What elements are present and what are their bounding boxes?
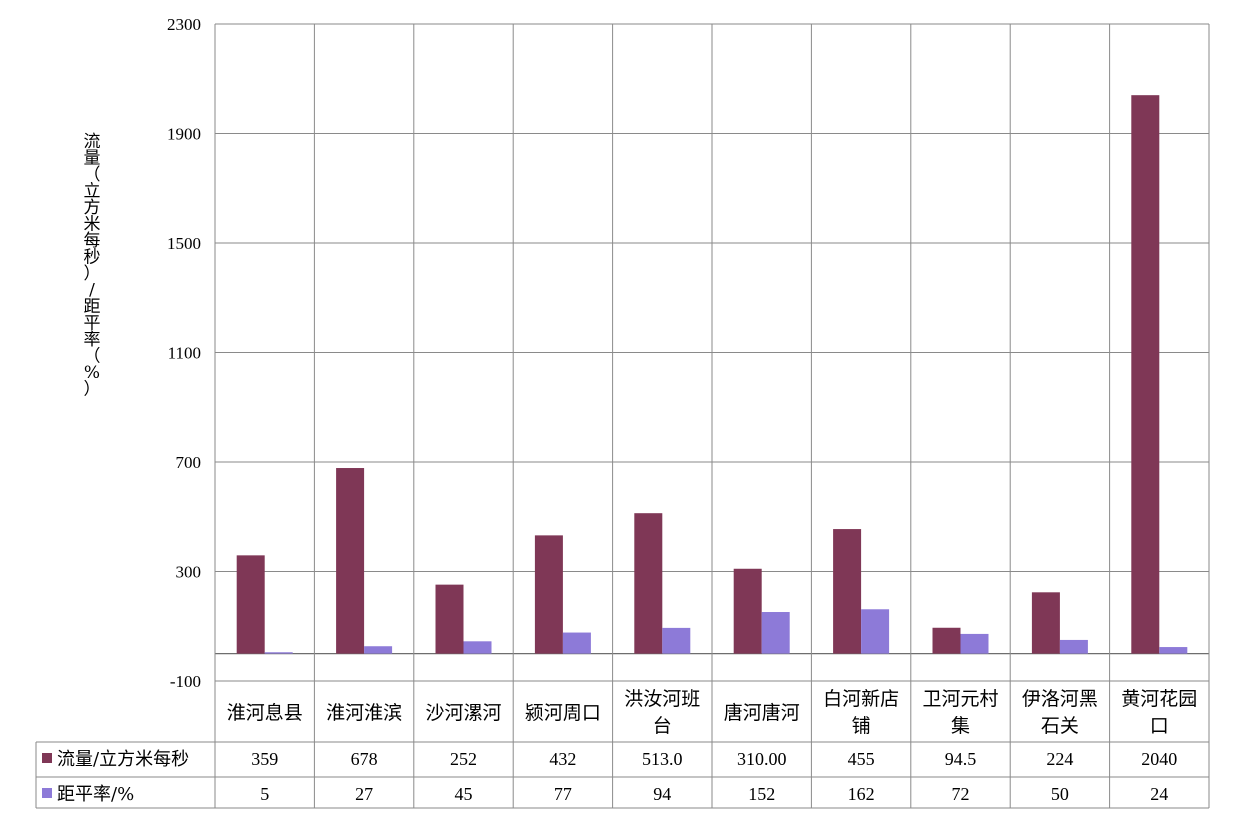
legend-key — [42, 753, 52, 763]
data-label: 27 — [355, 784, 373, 804]
data-label: 2040 — [1141, 749, 1177, 769]
data-label: 5 — [260, 784, 269, 804]
bar-anomaly — [1159, 647, 1188, 654]
y-tick-label: 1500 — [167, 234, 201, 253]
gridlines — [214, 23, 1210, 808]
y-axis-label-char: ） — [84, 264, 101, 284]
legend-label: 距平率/% — [57, 784, 134, 805]
legend-key — [42, 788, 52, 798]
y-tick-label: 1900 — [167, 125, 201, 144]
bar-anomaly — [463, 641, 492, 654]
y-axis-label-char: % — [84, 363, 100, 383]
y-axis-label-char: 率 — [84, 330, 101, 350]
y-axis-label-char: 秒 — [84, 248, 101, 268]
bar-anomaly — [364, 646, 393, 654]
data-label: 455 — [848, 749, 875, 769]
data-label: 310.00 — [737, 749, 787, 769]
y-axis-label-char: 距 — [84, 297, 101, 317]
category-label: 铺 — [852, 715, 871, 737]
bar-flow — [336, 468, 365, 654]
category-label: 洪汝河班 — [624, 688, 700, 710]
category-label: 黄河花园 — [1121, 688, 1197, 710]
data-label: 359 — [251, 749, 278, 769]
y-axis-label-char: 米 — [84, 215, 101, 235]
y-axis-label-char: 流 — [84, 132, 101, 152]
category-label: 沙河漯河 — [425, 702, 501, 724]
category-label: 石关 — [1041, 715, 1079, 737]
y-axis-label-char: 方 — [84, 198, 101, 218]
y-axis-label-char: （ — [84, 347, 101, 367]
data-label: 50 — [1051, 784, 1069, 804]
data-label: 77 — [554, 784, 572, 804]
data-label: 162 — [848, 784, 875, 804]
category-label: 台 — [653, 715, 672, 737]
y-axis-label: 流量（立方米每秒）/距平率（%） — [84, 132, 101, 400]
category-label: 唐河唐河 — [724, 702, 800, 724]
category-label: 颍河周口 — [525, 702, 601, 724]
category-label: 口 — [1150, 715, 1169, 737]
data-label: 513.0 — [642, 749, 683, 769]
y-tick-label: -100 — [170, 672, 201, 691]
bar-anomaly — [861, 609, 890, 654]
y-axis-label-char: ） — [84, 380, 101, 400]
y-axis-label-char: 立 — [84, 182, 101, 202]
data-label: 252 — [450, 749, 477, 769]
bar-anomaly — [1059, 639, 1088, 654]
data-label: 224 — [1046, 749, 1073, 769]
bar-anomaly — [264, 652, 293, 654]
bar-flow — [634, 513, 663, 654]
category-label: 白河新店 — [823, 688, 899, 710]
y-tick-label: 2300 — [167, 15, 201, 34]
data-label: 94.5 — [945, 749, 977, 769]
bar-flow — [534, 535, 563, 654]
y-tick-label: 300 — [176, 563, 202, 582]
data-label: 45 — [455, 784, 473, 804]
bar-flow — [1031, 592, 1060, 654]
category-label: 伊洛河黑 — [1022, 688, 1098, 710]
legend-label: 流量/立方米每秒 — [57, 749, 189, 770]
category-label: 淮河淮滨 — [326, 702, 402, 724]
bar-flow — [932, 627, 961, 654]
bars — [236, 95, 1188, 654]
category-label: 集 — [951, 715, 970, 737]
data-label: 94 — [653, 784, 671, 804]
y-axis-label-char: 平 — [84, 314, 101, 334]
bar-anomaly — [562, 632, 591, 654]
y-axis-label-char: / — [89, 281, 95, 301]
data-label: 72 — [952, 784, 970, 804]
y-tick-label: 700 — [176, 453, 202, 472]
data-label: 432 — [549, 749, 576, 769]
bar-flow — [733, 568, 762, 654]
data-label: 678 — [351, 749, 378, 769]
data-label: 24 — [1150, 784, 1168, 804]
category-label: 卫河元村 — [922, 688, 998, 710]
category-label: 淮河息县 — [227, 702, 303, 724]
y-tick-label: 1100 — [168, 344, 201, 363]
bar-anomaly — [761, 612, 790, 654]
bar-flow — [833, 529, 862, 654]
y-axis-label-char: 每 — [84, 231, 101, 251]
bar-anomaly — [662, 627, 691, 654]
data-label: 152 — [748, 784, 775, 804]
bar-flow — [1131, 95, 1160, 654]
y-axis-label-char: 量 — [84, 149, 101, 169]
bar-flow — [435, 584, 464, 654]
y-axis-ticks: -100 300 700 1100 1500 1900 2300 — [167, 15, 201, 691]
y-axis-label-char: （ — [84, 165, 101, 185]
bar-flow — [236, 555, 265, 654]
bar-anomaly — [960, 633, 989, 654]
